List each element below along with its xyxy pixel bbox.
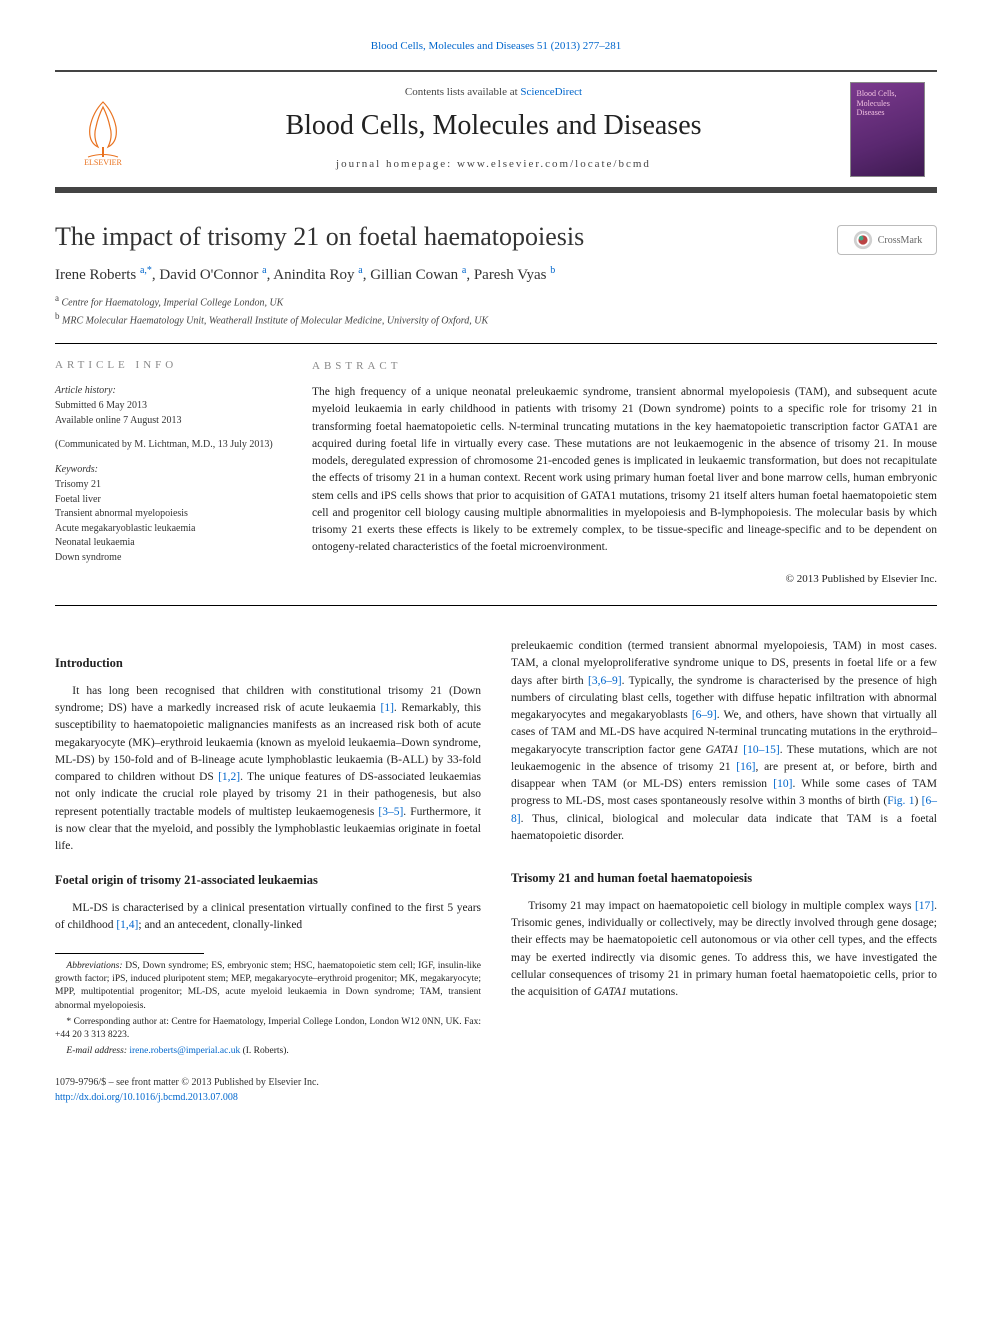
corresponding-email-link[interactable]: irene.roberts@imperial.ac.uk: [129, 1046, 240, 1056]
continuation-paragraph: preleukaemic condition (termed transient…: [511, 638, 937, 845]
crossmark-icon: [852, 229, 874, 251]
svg-text:ELSEVIER: ELSEVIER: [84, 158, 122, 167]
contents-line: Contents lists available at ScienceDirec…: [150, 86, 837, 98]
section-rule: [55, 343, 937, 344]
affiliations: a Centre for Haematology, Imperial Colle…: [55, 292, 937, 329]
foetal-origin-heading: Foetal origin of trisomy 21-associated l…: [55, 871, 481, 890]
journal-cover-thumb: [850, 82, 925, 177]
doi-link[interactable]: http://dx.doi.org/10.1016/j.bcmd.2013.07…: [55, 1092, 238, 1103]
abstract-column: ABSTRACT The high frequency of a unique …: [312, 358, 937, 588]
t21-heading: Trisomy 21 and human foetal haematopoies…: [511, 869, 937, 888]
abbreviations-footnote: Abbreviations: DS, Down syndrome; ES, em…: [55, 960, 481, 1013]
abstract-head: ABSTRACT: [312, 358, 937, 375]
keywords-block: Keywords: Trisomy 21Foetal liverTransien…: [55, 463, 280, 566]
keywords-list: Trisomy 21Foetal liverTransient abnormal…: [55, 479, 196, 563]
elsevier-tree-logo: ELSEVIER: [68, 92, 138, 167]
publisher-logo-slot: ELSEVIER: [55, 72, 150, 187]
crossmark-badge[interactable]: CrossMark: [837, 225, 937, 255]
email-suffix: (I. Roberts).: [243, 1046, 289, 1056]
email-label: E-mail address:: [66, 1046, 127, 1056]
issn-line: 1079-9796/$ – see front matter © 2013 Pu…: [55, 1075, 481, 1090]
author-list: Irene Roberts a,*, David O'Connor a, Ani…: [55, 265, 937, 284]
abstract-text: The high frequency of a unique neonatal …: [312, 384, 937, 557]
article-body: Introduction It has long been recognised…: [55, 638, 937, 1105]
abbrev-label: Abbreviations:: [66, 961, 122, 971]
article-history: Article history: Submitted 6 May 2013 Av…: [55, 384, 280, 429]
abstract-copyright: © 2013 Published by Elsevier Inc.: [312, 571, 937, 588]
corresponding-footnote: * Corresponding author at: Centre for Ha…: [55, 1016, 481, 1043]
email-footnote: E-mail address: irene.roberts@imperial.a…: [55, 1045, 481, 1058]
crossmark-label: CrossMark: [878, 235, 922, 246]
communicated-by: (Communicated by M. Lichtman, M.D., 13 J…: [55, 438, 280, 453]
keywords-label: Keywords:: [55, 463, 280, 478]
submitted-date: Submitted 6 May 2013: [55, 400, 147, 411]
foetal-paragraph: ML-DS is characterised by a clinical pre…: [55, 900, 481, 935]
footer-meta: 1079-9796/$ – see front matter © 2013 Pu…: [55, 1075, 481, 1105]
contents-prefix: Contents lists available at: [405, 86, 520, 98]
available-date: Available online 7 August 2013: [55, 415, 181, 426]
running-head: Blood Cells, Molecules and Diseases 51 (…: [55, 40, 937, 52]
article-info-column: ARTICLE INFO Article history: Submitted …: [55, 358, 280, 588]
cover-thumb-slot: [837, 72, 937, 187]
intro-heading: Introduction: [55, 654, 481, 673]
journal-name: Blood Cells, Molecules and Diseases: [150, 110, 837, 142]
journal-banner: ELSEVIER Contents lists available at Sci…: [55, 70, 937, 193]
article-title: The impact of trisomy 21 on foetal haema…: [55, 221, 837, 252]
sciencedirect-link[interactable]: ScienceDirect: [520, 86, 582, 98]
article-info-head: ARTICLE INFO: [55, 358, 280, 374]
journal-homepage: journal homepage: www.elsevier.com/locat…: [150, 158, 837, 170]
intro-paragraph: It has long been recognised that childre…: [55, 683, 481, 856]
history-label: Article history:: [55, 384, 280, 399]
footnote-rule: [55, 953, 204, 954]
footnotes: Abbreviations: DS, Down syndrome; ES, em…: [55, 960, 481, 1059]
t21-paragraph: Trisomy 21 may impact on haematopoietic …: [511, 898, 937, 1002]
